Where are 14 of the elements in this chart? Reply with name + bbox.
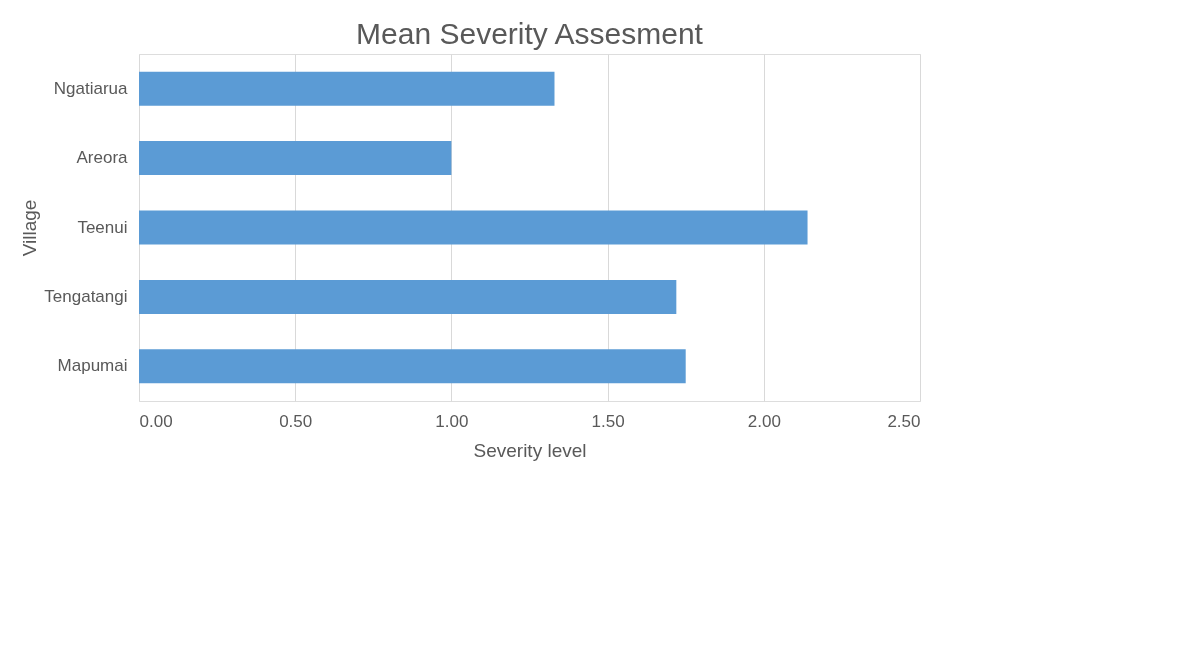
y-tick-label: Areora xyxy=(76,148,129,168)
x-tick-label: 2.50 xyxy=(887,411,921,431)
x-axis-title: Severity level xyxy=(473,439,587,461)
x-tick-label: 1.50 xyxy=(591,411,625,431)
y-tick-label: Ngatiarua xyxy=(53,78,129,98)
x-tick-label: 0.50 xyxy=(279,411,313,431)
x-tick-label: 1.00 xyxy=(435,411,469,431)
y-axis-title: Village xyxy=(19,199,41,257)
y-tick-label: Mapumai xyxy=(57,356,128,376)
y-tick-label: Tengatangi xyxy=(44,286,128,306)
x-tick-label: 2.00 xyxy=(747,411,781,431)
x-tick-label: 0.00 xyxy=(139,411,173,431)
chart-title: Mean Severity Assesment xyxy=(356,17,704,50)
y-tick-label: Teenui xyxy=(77,217,128,237)
